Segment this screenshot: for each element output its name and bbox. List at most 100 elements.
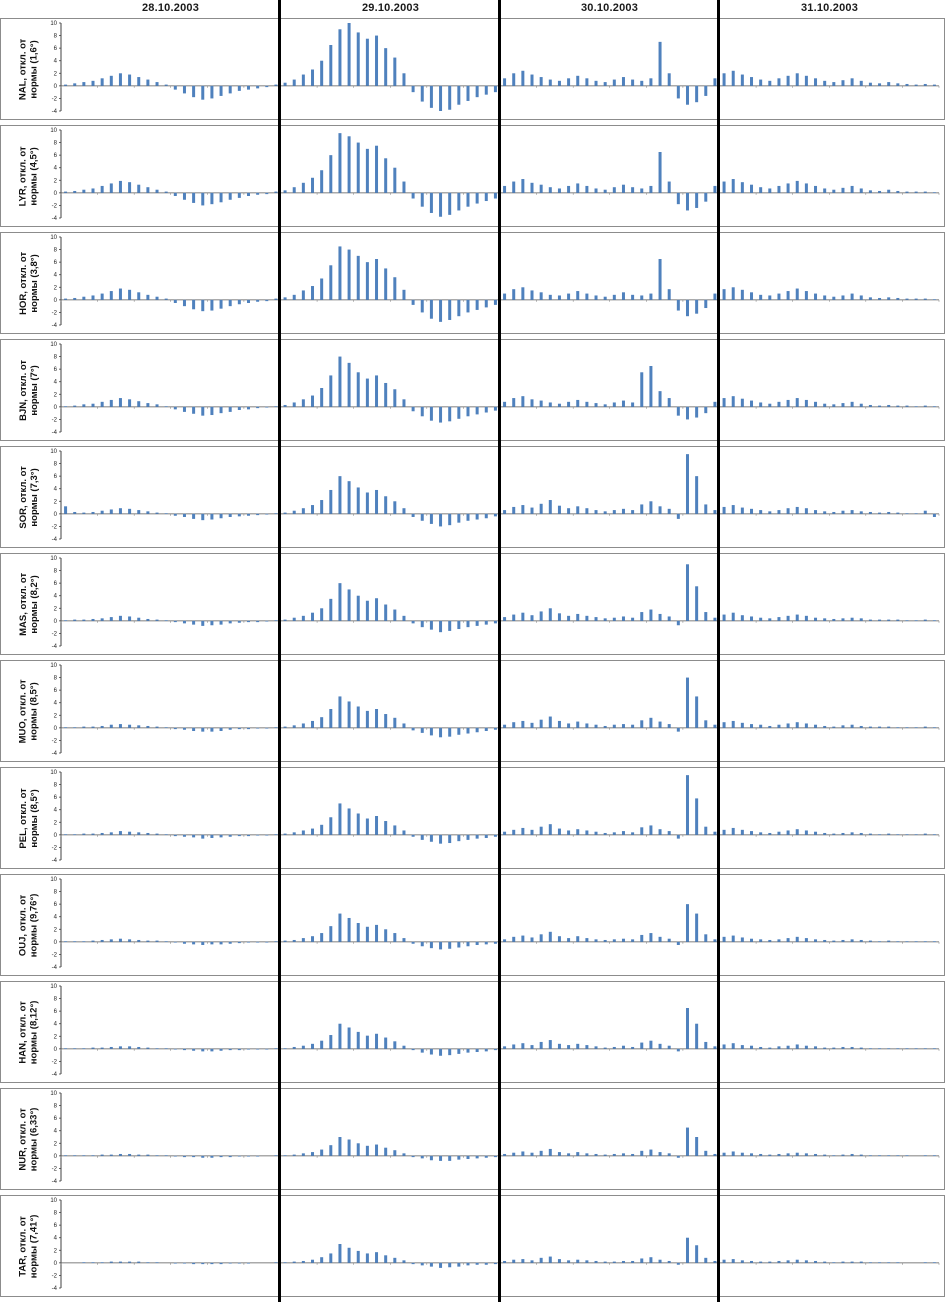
bar — [631, 1153, 635, 1156]
bar — [375, 1144, 379, 1156]
bar — [676, 620, 680, 626]
bar — [750, 1153, 754, 1156]
bar — [695, 85, 699, 103]
bar — [594, 295, 598, 300]
station-plot-BJN: 10 8 6 4 2 0 -2 -4 — [50, 342, 940, 436]
bar — [795, 1044, 799, 1049]
bar — [429, 406, 433, 421]
bar — [137, 617, 141, 621]
bar — [841, 725, 845, 728]
bar — [146, 1262, 150, 1263]
bar — [521, 1259, 525, 1263]
y-tick-label: 8 — [54, 1104, 58, 1110]
bar — [887, 1262, 891, 1263]
bar — [667, 398, 671, 407]
bar — [539, 77, 543, 86]
bar — [137, 1154, 141, 1156]
bar — [301, 508, 305, 514]
bar — [292, 832, 296, 835]
bar — [750, 1260, 754, 1263]
bar — [521, 287, 525, 300]
station-plot-NUR: 10 8 6 4 2 0 -2 -4 — [50, 1091, 940, 1185]
bar — [530, 290, 534, 300]
bar — [393, 717, 397, 728]
bar — [475, 406, 479, 415]
bar — [576, 721, 580, 728]
bar — [503, 185, 507, 193]
y-tick-label: 8 — [54, 34, 58, 40]
bar — [530, 399, 534, 407]
bar — [301, 290, 305, 300]
bar — [137, 77, 141, 86]
bar — [182, 727, 186, 730]
bar — [155, 296, 159, 300]
bar — [649, 933, 653, 942]
bar — [731, 720, 735, 728]
bar — [320, 60, 324, 86]
bar — [292, 187, 296, 193]
y-tick-label: 10 — [50, 877, 57, 883]
bar — [109, 939, 113, 942]
bar — [640, 504, 644, 514]
y-tick-label: -4 — [52, 109, 58, 115]
bar — [667, 289, 671, 300]
bar — [777, 293, 781, 300]
bar — [128, 399, 132, 407]
bar — [301, 1045, 305, 1049]
bar — [530, 74, 534, 86]
bar — [850, 401, 854, 407]
bar — [750, 831, 754, 835]
bar — [832, 726, 836, 728]
bar — [759, 617, 763, 621]
bar — [594, 80, 598, 86]
bar — [411, 513, 415, 517]
bar — [237, 727, 241, 730]
bar — [667, 181, 671, 193]
bar — [82, 1155, 86, 1156]
station-plot-HOR: 10 8 6 4 2 0 -2 -4 — [50, 235, 940, 329]
bar — [567, 1260, 571, 1263]
bar — [603, 939, 607, 942]
bar — [795, 829, 799, 835]
y-tick-label: 10 — [50, 1198, 57, 1204]
bar — [905, 941, 909, 942]
bar — [73, 297, 77, 300]
bar — [311, 1043, 315, 1049]
bar — [164, 727, 168, 728]
y-tick-label: 4 — [54, 380, 58, 386]
bar — [585, 615, 589, 621]
station-axis-label: MAS, откл. от нормы (8,2°) — [1, 554, 57, 654]
bar — [768, 511, 772, 514]
bar — [219, 406, 223, 414]
bar — [704, 1041, 708, 1049]
bar — [228, 513, 232, 517]
station-axis-label-line: нормы (7°) — [29, 364, 40, 416]
bar — [878, 83, 882, 86]
bar — [109, 399, 113, 407]
bar — [365, 378, 369, 407]
bar — [731, 396, 735, 407]
bar — [713, 510, 717, 514]
bar — [375, 259, 379, 300]
bar — [850, 617, 854, 621]
y-tick-label: 8 — [54, 1211, 58, 1217]
bar — [82, 82, 86, 86]
bar — [585, 1045, 589, 1049]
bar — [182, 85, 186, 94]
bar — [923, 510, 927, 514]
bar — [914, 513, 918, 514]
bar — [192, 513, 196, 519]
bar — [850, 832, 854, 835]
y-tick-label: 4 — [54, 487, 58, 493]
bar — [557, 188, 561, 193]
bar — [283, 512, 287, 514]
y-tick-label: -4 — [52, 1072, 58, 1078]
bar — [411, 299, 415, 305]
y-tick-label: 6 — [54, 367, 58, 373]
bar — [256, 727, 260, 729]
bar — [128, 182, 132, 193]
station-axis-label-line: нормы (9,76°) — [29, 893, 40, 957]
bar — [887, 833, 891, 835]
bar — [667, 831, 671, 835]
bar — [384, 604, 388, 621]
